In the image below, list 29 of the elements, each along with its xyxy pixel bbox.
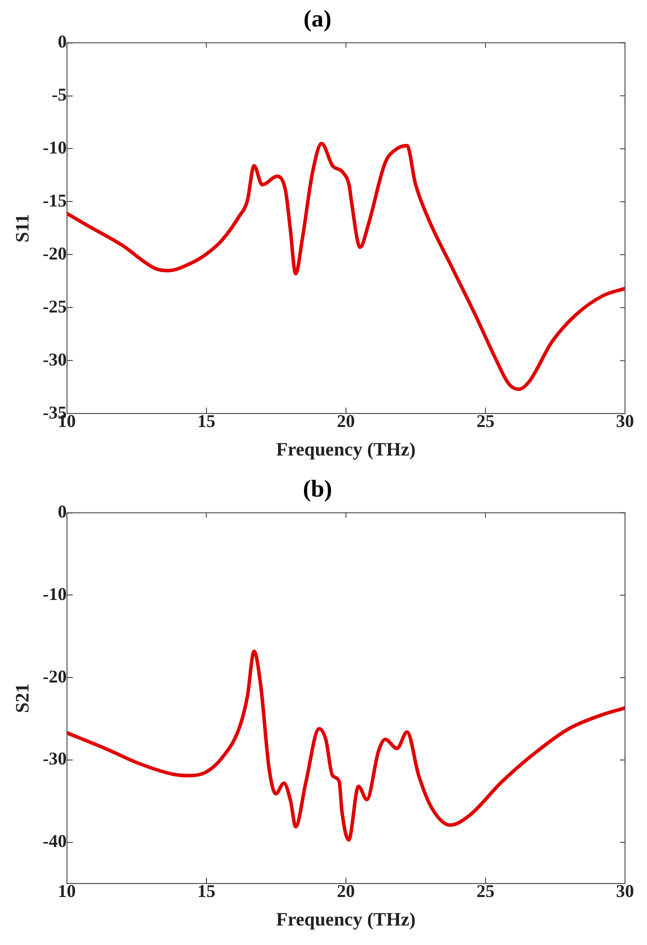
y-tick-label: -20 bbox=[42, 243, 67, 264]
y-tick-label: -10 bbox=[42, 584, 67, 604]
x-tick-label: 10 bbox=[58, 881, 76, 902]
x-tick-label: 25 bbox=[476, 881, 494, 902]
line-series bbox=[66, 649, 625, 842]
y-tick-label: -15 bbox=[42, 190, 67, 210]
y-axis-title: S11 bbox=[12, 214, 34, 242]
y-tick-label: -10 bbox=[42, 137, 67, 158]
x-axis-title: Frequency (THz) bbox=[276, 910, 416, 931]
y-tick-label: 0 bbox=[58, 501, 67, 522]
chart-title: (a) bbox=[304, 6, 332, 33]
y-tick-label: -40 bbox=[42, 831, 67, 852]
x-axis-title: Frequency (THz) bbox=[276, 440, 416, 461]
x-tick-label: 15 bbox=[197, 881, 216, 902]
x-tick-label: 30 bbox=[616, 881, 634, 902]
y-tick-label: -20 bbox=[42, 666, 67, 686]
y-tick-label: -30 bbox=[42, 748, 67, 769]
x-tick-label: 20 bbox=[336, 411, 355, 432]
y-axis-title: S21 bbox=[12, 683, 34, 713]
y-tick-label: -5 bbox=[52, 84, 67, 104]
line-series bbox=[66, 142, 625, 391]
x-tick-label: 25 bbox=[476, 411, 494, 432]
y-tick-label: 0 bbox=[58, 31, 67, 52]
x-tick-label: 20 bbox=[336, 881, 355, 902]
y-tick-label: -25 bbox=[42, 296, 67, 316]
x-tick-label: 30 bbox=[616, 411, 634, 432]
x-tick-label: 15 bbox=[197, 411, 216, 432]
chart-title: (b) bbox=[302, 476, 332, 503]
y-tick-label: -30 bbox=[42, 349, 67, 370]
